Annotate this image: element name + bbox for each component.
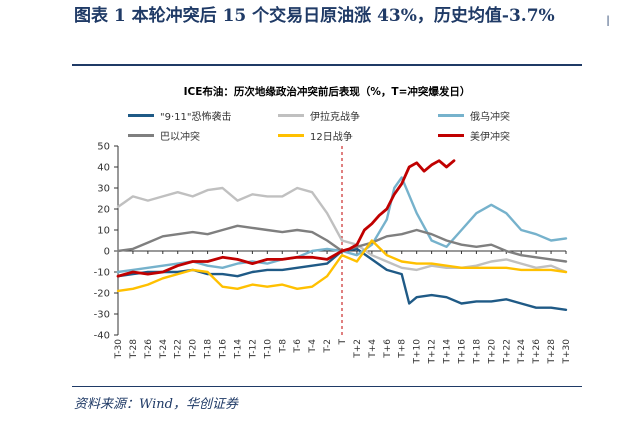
x-tick-label: T+6: [383, 339, 393, 359]
legend-label: 俄乌冲突: [470, 112, 510, 123]
title-rule: [72, 64, 582, 66]
x-tick-label: T-30: [114, 339, 124, 360]
y-tick-label: -20: [94, 289, 110, 300]
x-tick-label: T+4: [368, 339, 378, 359]
x-tick-label: T+22: [502, 339, 512, 365]
x-tick-label: T+18: [472, 339, 482, 365]
x-tick-label: T-16: [219, 339, 229, 360]
series-line: [116, 186, 568, 274]
x-tick-label: T-28: [129, 339, 139, 360]
legend-item: 美伊冲突: [438, 128, 510, 143]
legend-item: 俄乌冲突: [438, 108, 510, 123]
x-tick-label: T-4: [308, 339, 318, 354]
x-tick-label: T+12: [428, 339, 438, 365]
series-line: [116, 239, 568, 293]
x-tick-label: T+16: [457, 339, 467, 365]
x-tick-label: T-6: [293, 339, 303, 354]
x-tick-label: T-22: [174, 339, 184, 359]
y-tick-label: 10: [97, 226, 110, 237]
edge-text: I: [606, 14, 611, 30]
y-tick-label: -30: [94, 310, 110, 321]
figure-title: 图表 1 本轮冲突后 15 个交易日原油涨 43%，历史均值-3.7%: [74, 6, 555, 26]
legend-swatch: [128, 114, 154, 117]
chart-series: [116, 159, 568, 311]
x-tick-label: T+20: [487, 339, 497, 365]
source-note: 资料来源：Wind，华创证券: [74, 397, 238, 412]
x-tick-label: T-26: [144, 339, 154, 360]
y-tick-label: 30: [97, 184, 110, 195]
x-tick-label: T: [338, 339, 348, 346]
legend-label: 12日战争: [310, 132, 353, 143]
x-tick-label: T+14: [443, 339, 453, 365]
legend-label: 巴以冲突: [160, 132, 200, 143]
y-tick-label: -40: [94, 331, 110, 342]
x-tick-label: T+24: [517, 339, 527, 365]
x-tick-label: T-12: [248, 339, 258, 359]
legend-item: 伊拉克战争: [278, 108, 360, 123]
footer-rule: [72, 386, 582, 387]
legend-label: 伊拉克战争: [310, 112, 360, 123]
x-tick-label: T-2: [323, 339, 333, 354]
legend-swatch: [438, 114, 464, 117]
y-tick-label: 40: [97, 163, 110, 174]
legend-item: "9·11"恐怖袭击: [128, 108, 231, 123]
x-tick-label: T+26: [532, 339, 542, 365]
y-tick-label: 50: [97, 142, 110, 153]
x-tick-label: T+10: [413, 339, 423, 365]
legend-item: 巴以冲突: [128, 128, 200, 143]
x-tick-label: T-24: [159, 339, 169, 360]
legend-label: "9·11"恐怖袭击: [160, 112, 232, 123]
legend-swatch: [438, 134, 464, 137]
x-tick-label: T-18: [204, 339, 214, 360]
x-tick-label: T+2: [353, 339, 363, 359]
y-tick-label: 0: [104, 247, 110, 258]
x-tick-label: T-8: [278, 339, 288, 354]
legend-label: 美伊冲突: [470, 132, 510, 143]
legend-swatch: [278, 114, 304, 117]
legend-swatch: [128, 134, 154, 137]
chart-title: ICE布油：历次地缘政治冲突前后表现（%，T=冲突爆发日）: [183, 86, 471, 98]
x-tick-label: T+30: [562, 339, 572, 365]
x-tick-label: T-10: [263, 339, 273, 360]
legend-swatch: [278, 134, 304, 137]
x-tick-label: T+28: [547, 339, 557, 365]
series-line: [116, 159, 456, 278]
y-tick-label: 20: [97, 205, 110, 216]
y-tick-label: -10: [94, 268, 110, 279]
x-tick-label: T+8: [398, 339, 408, 359]
chart-axes: -40 -30 -20 -10 0 10 20 30 40 50 T-30 T-28 T-26 T-24 T…: [94, 142, 572, 365]
x-tick-label: T-14: [233, 339, 243, 360]
legend-item: 12日战争: [278, 128, 353, 143]
x-tick-label: T-20: [189, 339, 199, 360]
legend: "9·11"恐怖袭击 伊拉克战争 俄乌冲突 巴以冲突 12日战争 美伊冲突: [128, 108, 568, 152]
